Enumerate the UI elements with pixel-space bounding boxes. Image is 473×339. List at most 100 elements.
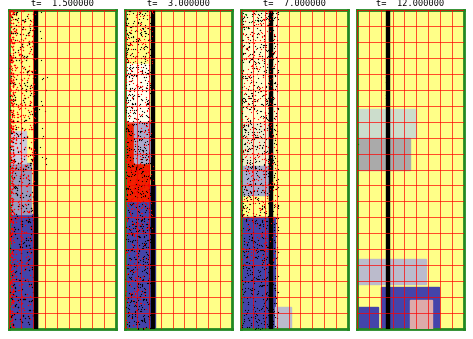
Point — [147, 267, 155, 272]
Point — [259, 312, 267, 318]
Point — [149, 284, 156, 289]
Point — [263, 99, 270, 104]
Point — [8, 206, 15, 212]
Point — [271, 49, 279, 54]
Point — [6, 167, 14, 173]
Point — [26, 100, 34, 105]
Point — [243, 270, 251, 276]
Point — [255, 164, 263, 169]
Point — [129, 170, 137, 175]
Point — [255, 127, 263, 132]
Point — [128, 75, 135, 81]
Point — [266, 68, 273, 74]
Point — [146, 14, 153, 19]
Point — [127, 206, 135, 212]
Point — [30, 26, 38, 32]
Point — [24, 210, 32, 215]
Point — [26, 21, 34, 26]
Point — [238, 96, 245, 101]
Point — [254, 290, 262, 295]
Point — [19, 31, 27, 36]
Point — [10, 81, 18, 86]
Point — [14, 132, 21, 137]
Point — [149, 201, 157, 206]
Point — [238, 135, 245, 140]
Point — [263, 190, 271, 195]
Point — [270, 80, 278, 85]
Point — [272, 296, 280, 301]
Point — [127, 125, 135, 131]
Point — [28, 156, 35, 161]
Point — [250, 279, 258, 284]
Point — [247, 29, 255, 35]
Point — [145, 271, 153, 277]
Point — [27, 237, 35, 242]
Point — [123, 59, 131, 64]
Point — [126, 313, 133, 318]
Point — [141, 214, 149, 219]
Point — [20, 296, 28, 301]
Point — [147, 172, 155, 177]
Point — [138, 87, 146, 92]
Point — [149, 18, 156, 23]
Point — [249, 243, 257, 248]
Point — [10, 40, 18, 46]
Point — [29, 105, 37, 111]
Point — [251, 43, 259, 49]
Point — [6, 281, 14, 286]
Point — [261, 126, 268, 131]
Point — [135, 65, 142, 70]
Point — [10, 159, 18, 164]
Point — [248, 94, 256, 99]
Point — [136, 233, 143, 238]
Point — [23, 83, 31, 88]
Point — [140, 46, 147, 51]
Point — [247, 138, 255, 143]
Point — [11, 286, 18, 291]
Point — [271, 86, 279, 92]
Point — [27, 139, 35, 145]
Point — [6, 146, 14, 151]
Point — [8, 38, 15, 44]
Point — [250, 87, 257, 93]
Point — [18, 125, 26, 131]
Point — [128, 219, 136, 225]
Point — [240, 192, 247, 197]
Point — [262, 159, 269, 165]
Point — [136, 114, 144, 119]
Point — [269, 309, 277, 314]
Point — [28, 190, 36, 195]
Point — [246, 38, 254, 43]
Point — [238, 277, 246, 282]
Point — [269, 96, 277, 102]
Point — [251, 182, 259, 187]
Point — [129, 104, 136, 109]
Point — [262, 165, 269, 170]
Point — [141, 25, 149, 30]
Point — [8, 44, 15, 49]
Point — [6, 8, 14, 13]
Point — [28, 51, 36, 57]
Point — [6, 280, 13, 285]
Point — [253, 220, 261, 226]
Point — [123, 143, 131, 148]
Point — [266, 187, 273, 192]
Point — [149, 81, 157, 87]
Point — [262, 291, 270, 297]
Point — [138, 225, 146, 231]
Point — [245, 163, 252, 169]
Point — [24, 94, 32, 100]
Point — [17, 222, 25, 227]
Point — [272, 193, 279, 198]
Point — [18, 41, 26, 47]
Point — [248, 234, 255, 240]
Point — [14, 236, 21, 241]
Point — [256, 268, 264, 273]
Point — [26, 219, 34, 225]
Point — [266, 16, 273, 21]
Point — [270, 245, 278, 251]
Point — [237, 77, 245, 82]
Point — [253, 196, 261, 202]
Point — [11, 92, 18, 98]
Point — [140, 316, 148, 322]
